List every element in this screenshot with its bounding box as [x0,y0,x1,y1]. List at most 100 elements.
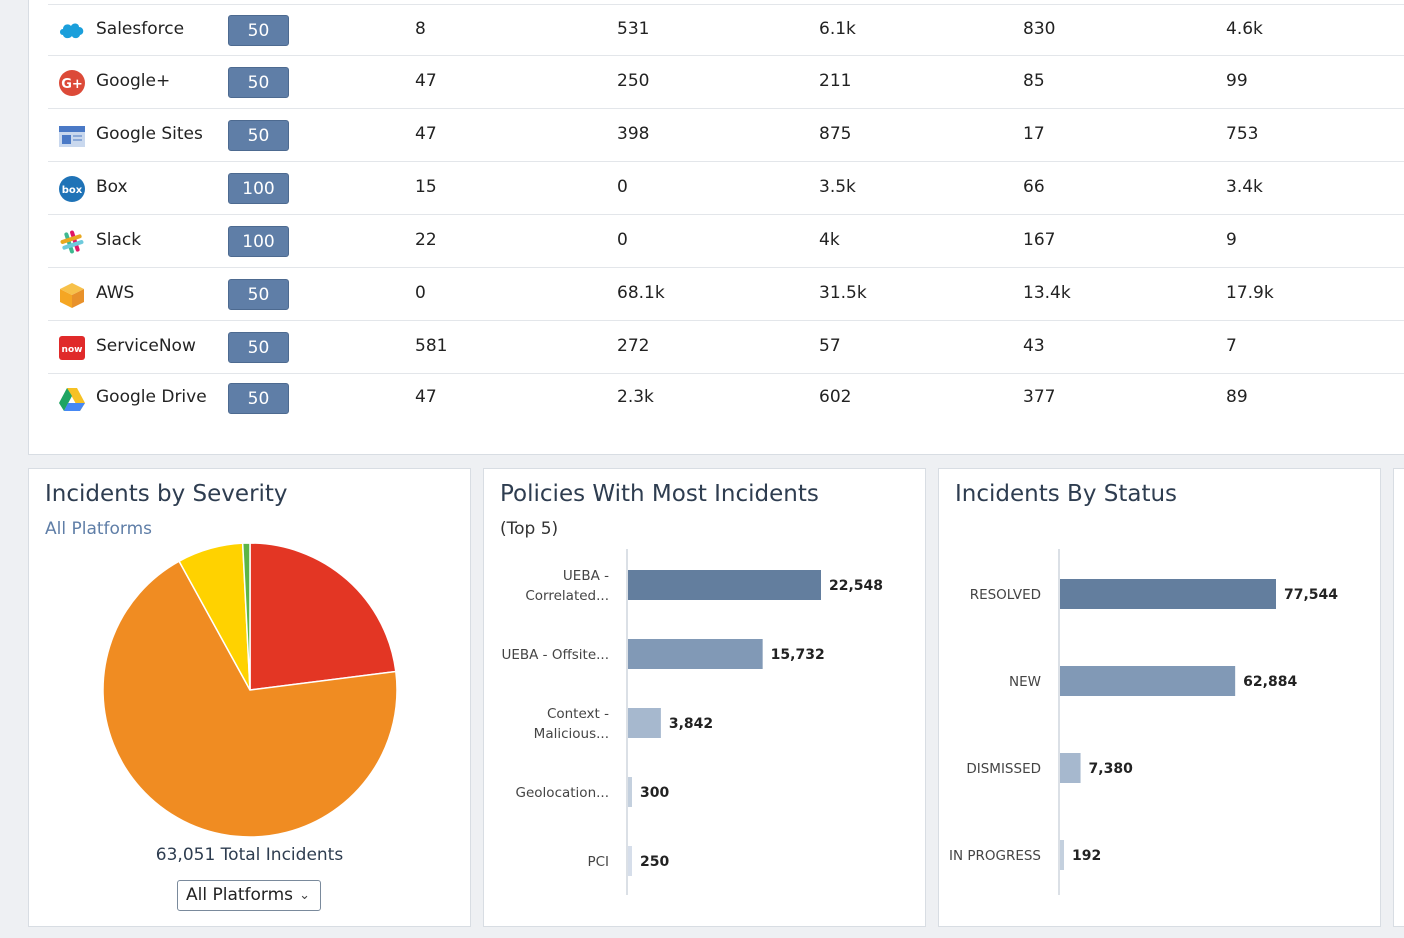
svg-text:now: now [62,345,83,355]
severity-button[interactable]: 100 [228,173,289,204]
table-row[interactable]: now ServiceNow 50 581 272 57 43 7 [48,322,1404,374]
severity-button[interactable]: 100 [228,226,289,257]
bar[interactable] [628,777,632,807]
slack-icon [60,230,84,254]
table-row[interactable]: Google Drive 50 47 2.3k 602 377 89 [48,373,1404,425]
incidents-by-status-card: Incidents By Status 77,544 RESOLVED 62,884… [938,468,1381,927]
chevron-down-icon: ⌄ [299,888,310,903]
table-cell: 15 [415,177,437,197]
category-label: Context - [547,706,609,722]
category-label: DISMISSED [966,761,1041,777]
platform-select-value: All Platforms [186,885,294,905]
table-row[interactable]: Salesforce 50 8 531 6.1k 830 4.6k [48,4,1404,56]
app-name: Google Drive [96,387,207,407]
table-cell: 211 [819,71,852,91]
bar-value-label: 15,732 [771,647,825,663]
table-cell: 85 [1023,71,1045,91]
table-cell: 753 [1226,124,1259,144]
table-row[interactable]: Google Sites 50 47 398 875 17 753 [48,110,1404,162]
pie-slice[interactable] [241,542,251,691]
aws-icon [60,283,84,308]
table-cell: 830 [1023,19,1056,39]
table-row[interactable]: G+ Google+ 50 47 250 211 85 99 [48,57,1404,109]
policies-most-incidents-card: Policies With Most Incidents (Top 5) 22,… [483,468,926,927]
table-cell: 6.1k [819,19,856,39]
table-cell: 89 [1226,387,1248,407]
category-label: RESOLVED [970,587,1041,603]
category-label: PCI [587,854,609,870]
table-cell: 0 [617,177,628,197]
table-cell: 47 [415,71,437,91]
table-cell: 13.4k [1023,283,1071,303]
card-subtitle: All Platforms [45,519,153,539]
severity-button[interactable]: 50 [228,332,289,363]
bar-value-label: 62,884 [1243,674,1297,690]
severity-button[interactable]: 50 [228,279,289,310]
bar[interactable] [1060,666,1236,696]
table-cell: 31.5k [819,283,867,303]
table-cell: 47 [415,124,437,144]
category-label: Correlated... [525,588,609,604]
table-row[interactable]: AWS 50 0 68.1k 31.5k 13.4k 17.9k [48,269,1404,321]
bar-value-label: 22,548 [829,578,883,594]
table-cell: 43 [1023,336,1045,356]
status-bar-chart: 77,544 RESOLVED 62,884 NEW 7,380 DISMISSED 192… [949,549,1338,895]
bar[interactable] [1060,753,1081,783]
table-cell: 68.1k [617,283,665,303]
card-subtitle: (Top 5) [500,519,559,539]
servicenow-icon: now [59,336,85,360]
table-cell: 531 [617,19,650,39]
bar-value-label: 3,842 [669,716,713,732]
table-cell: 0 [617,230,628,250]
table-cell: 0 [415,283,426,303]
category-label: IN PROGRESS [949,848,1041,864]
google-sites-icon [59,126,85,147]
table-cell: 17 [1023,124,1045,144]
app-name: ServiceNow [96,336,196,356]
pie-slice[interactable] [249,542,397,691]
table-cell: 66 [1023,177,1045,197]
bar[interactable] [628,570,821,600]
bar[interactable] [628,846,632,876]
bar[interactable] [628,708,661,738]
bar[interactable] [1060,579,1276,609]
svg-text:box: box [62,185,83,196]
table-cell: 250 [617,71,650,91]
severity-button[interactable]: 50 [228,120,289,151]
app-name: AWS [96,283,135,303]
table-cell: 7 [1226,336,1237,356]
table-row[interactable]: Slack 100 22 0 4k 167 9 [48,216,1404,268]
table-cell: 581 [415,336,448,356]
bar-value-label: 192 [1072,848,1101,864]
table-row[interactable]: box Box 100 15 0 3.5k 66 3.4k [48,163,1404,215]
table-cell: 2.3k [617,387,654,407]
platform-select[interactable]: All Platforms ⌄ [177,880,321,911]
category-label: Geolocation... [516,785,609,801]
bar-value-label: 7,380 [1089,761,1134,777]
salesforce-icon [60,23,84,39]
app-name: Salesforce [96,19,185,39]
next-card-edge [1393,468,1404,927]
bar[interactable] [1060,840,1064,870]
table-cell: 3.4k [1226,177,1263,197]
table-cell: 8 [415,19,426,39]
google-drive-icon [59,388,85,411]
table-cell: 602 [819,387,852,407]
card-title: Incidents by Severity [45,481,288,507]
severity-button[interactable]: 50 [228,383,289,414]
card-title: Incidents By Status [955,481,1178,507]
category-label: NEW [1009,674,1041,690]
table-cell: 3.5k [819,177,856,197]
google-plus-icon: G+ [59,70,85,96]
table-cell: 47 [415,387,437,407]
incidents-by-severity-card: Incidents by Severity All Platforms 63,0… [28,468,471,927]
severity-button[interactable]: 50 [228,67,289,98]
pie-slice[interactable] [102,560,398,838]
category-label: UEBA - [563,568,609,584]
app-name: Slack [96,230,142,250]
card-title: Policies With Most Incidents [500,481,819,507]
severity-button[interactable]: 50 [228,15,289,46]
table-cell: 99 [1226,71,1248,91]
bar-value-label: 300 [640,785,669,801]
bar[interactable] [628,639,763,669]
